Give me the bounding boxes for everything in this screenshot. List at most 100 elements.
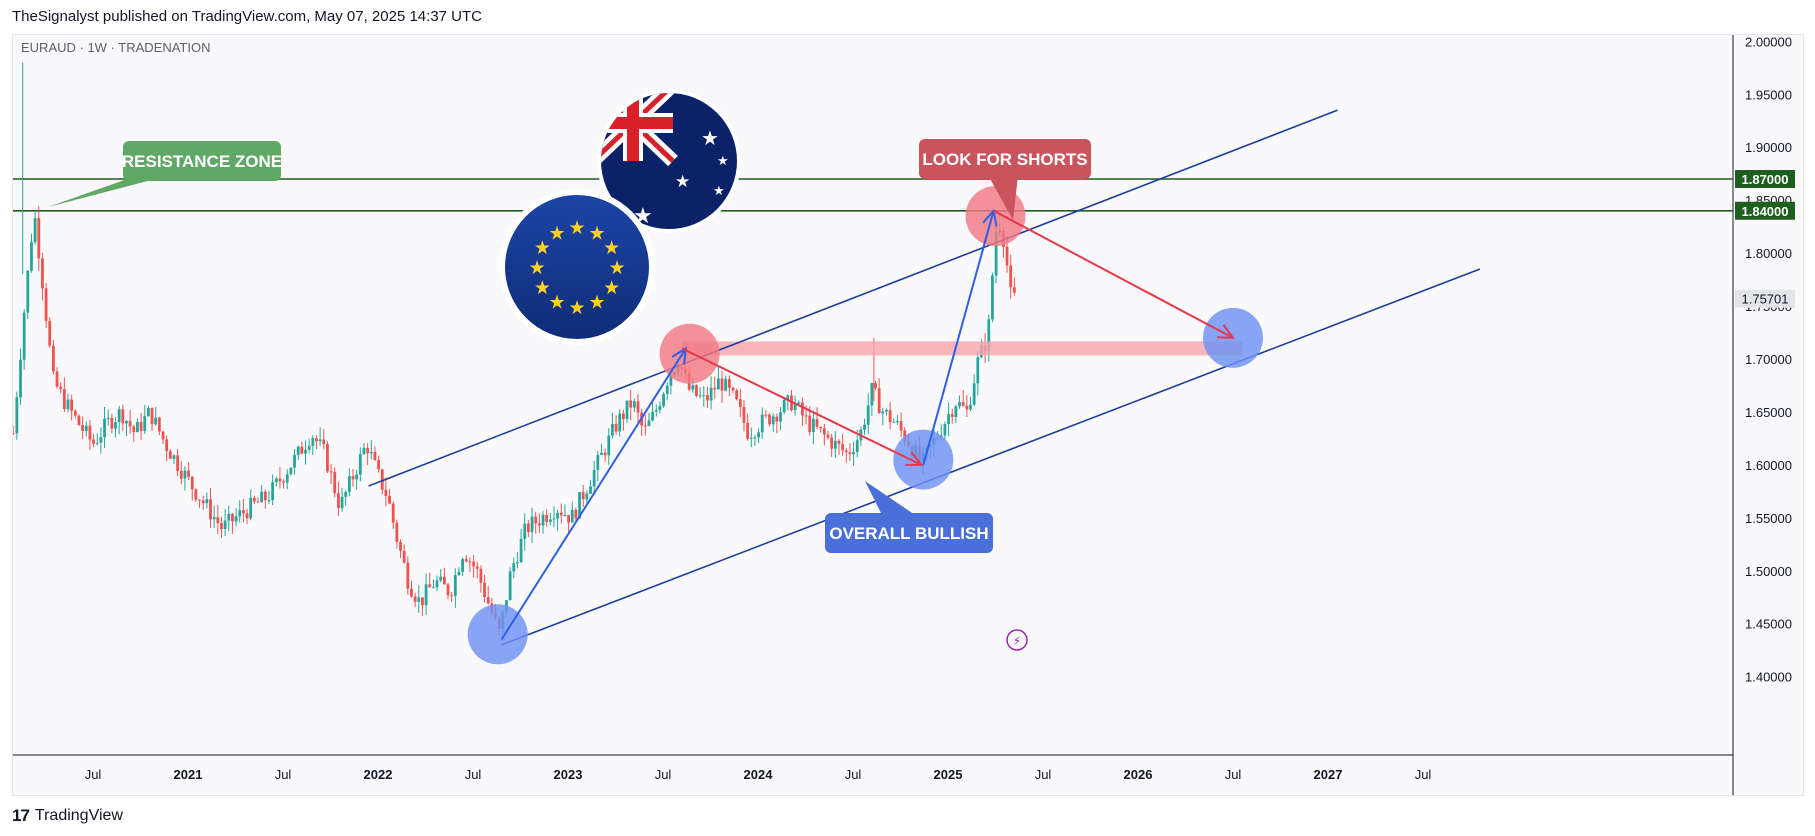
- candle-body: [369, 451, 373, 454]
- candle-body: [410, 588, 413, 597]
- candle-body: [738, 399, 742, 407]
- svg-text:★: ★: [713, 184, 725, 199]
- candle-body: [826, 434, 830, 438]
- candle-body: [994, 232, 998, 276]
- y-tick-label: 1.45000: [1745, 617, 1792, 632]
- candle-body: [896, 421, 899, 423]
- candle-body: [304, 449, 307, 454]
- eu-star-icon: ★: [568, 217, 585, 239]
- candle-body: [574, 509, 578, 519]
- candle-body: [830, 437, 834, 449]
- candle-body: [322, 439, 326, 445]
- candle-body: [55, 371, 59, 387]
- y-tick-label: 1.40000: [1745, 670, 1792, 685]
- marker-circle-low-2022[interactable]: [467, 604, 528, 665]
- y-tick-label: 1.65000: [1745, 405, 1792, 420]
- candle-body: [51, 345, 55, 372]
- impulse-arrow[interactable]: [500, 347, 687, 641]
- correction-arrow[interactable]: [681, 347, 922, 466]
- candle-body: [33, 218, 37, 243]
- x-tick-label: Jul: [465, 767, 482, 782]
- x-tick-label: 2021: [174, 767, 203, 782]
- candle-body: [698, 395, 702, 397]
- candle-body: [822, 428, 826, 435]
- candle-body: [84, 425, 88, 431]
- resistance-zone-callout-box[interactable]: [123, 141, 281, 181]
- channel-line-lower[interactable]: [501, 268, 1481, 646]
- y-tick-label: 1.55000: [1745, 511, 1792, 526]
- candle-body: [570, 509, 574, 523]
- candle-body: [263, 491, 267, 501]
- event-glyph: ⚡: [1013, 634, 1021, 648]
- candle-body: [841, 444, 845, 451]
- candle-body: [88, 425, 92, 440]
- marker-circle-low-2024[interactable]: [893, 429, 954, 490]
- marker-circle-high-2023[interactable]: [659, 323, 720, 384]
- candle-body: [961, 402, 965, 406]
- candle-body: [457, 571, 461, 576]
- symbol-label: EURAUD · 1W · TRADENATION: [21, 40, 210, 55]
- candle-body: [256, 501, 260, 503]
- x-tick-label: Jul: [1035, 767, 1052, 782]
- candle-body: [863, 424, 866, 430]
- channel-line-upper[interactable]: [368, 109, 1338, 487]
- support-zone[interactable]: [682, 341, 1243, 356]
- event-icon[interactable]: [1006, 629, 1028, 651]
- svg-text:★: ★: [701, 126, 719, 150]
- candle-body: [285, 474, 289, 483]
- candle-body: [508, 571, 512, 601]
- x-tick-label: 2025: [934, 767, 963, 782]
- candle-body: [947, 414, 950, 425]
- candle-body: [132, 426, 136, 433]
- candle-body: [731, 387, 735, 391]
- candle-body: [326, 444, 329, 472]
- candle-body: [629, 400, 633, 408]
- candle-body: [464, 559, 468, 562]
- candle-body: [833, 440, 837, 449]
- candle-body: [161, 431, 165, 440]
- candle-body: [366, 447, 370, 454]
- candle-body: [125, 420, 128, 424]
- footer-brand: TradingView: [34, 807, 123, 824]
- candle-body: [742, 406, 746, 423]
- candle-body: [808, 415, 812, 433]
- candle-body: [48, 320, 52, 346]
- candle-body: [351, 476, 355, 480]
- european-union-flag-icon: ★ ★★★★★★★★★★★: [499, 189, 655, 345]
- x-tick-label: Jul: [1225, 767, 1242, 782]
- candle-body: [388, 495, 391, 504]
- price-chart[interactable]: 2.000001.950001.900001.850001.800001.750…: [13, 35, 1803, 795]
- candle-body: [793, 403, 797, 411]
- candle-body: [665, 385, 669, 395]
- chart-frame[interactable]: 2.000001.950001.900001.850001.800001.750…: [12, 34, 1804, 796]
- candle-body: [965, 405, 969, 410]
- candle-body: [804, 415, 808, 417]
- candle-body: [435, 580, 439, 588]
- y-tick-label: 1.80000: [1745, 246, 1792, 261]
- candle-body: [702, 395, 706, 397]
- impulse-arrow[interactable]: [922, 210, 995, 466]
- level-price-tag: [1735, 170, 1795, 188]
- candle-body: [380, 469, 384, 490]
- projection-arrow[interactable]: [993, 209, 1234, 339]
- tradingview-logo-icon[interactable]: 17: [12, 806, 30, 825]
- candle-body: [892, 421, 896, 423]
- candle-body: [614, 423, 618, 432]
- candle-body: [837, 440, 841, 445]
- x-tick-label: 2023: [554, 767, 583, 782]
- candle-body: [691, 385, 695, 390]
- overall-bullish-callout-pointer: [865, 481, 918, 517]
- candle-body: [347, 476, 351, 492]
- publish-header: TheSignalyst published on TradingView.co…: [12, 8, 482, 25]
- candle-body: [537, 523, 541, 526]
- overall-bullish-callout-box[interactable]: [825, 513, 993, 553]
- candle-body: [377, 459, 380, 470]
- candle-body: [479, 568, 483, 583]
- candle-body: [709, 387, 713, 401]
- candle-body: [362, 447, 366, 455]
- candle-body: [753, 437, 757, 439]
- look-for-shorts-callout-box[interactable]: [919, 139, 1091, 179]
- candle-body: [424, 584, 428, 606]
- candle-body: [172, 455, 176, 459]
- candle-body: [340, 496, 344, 509]
